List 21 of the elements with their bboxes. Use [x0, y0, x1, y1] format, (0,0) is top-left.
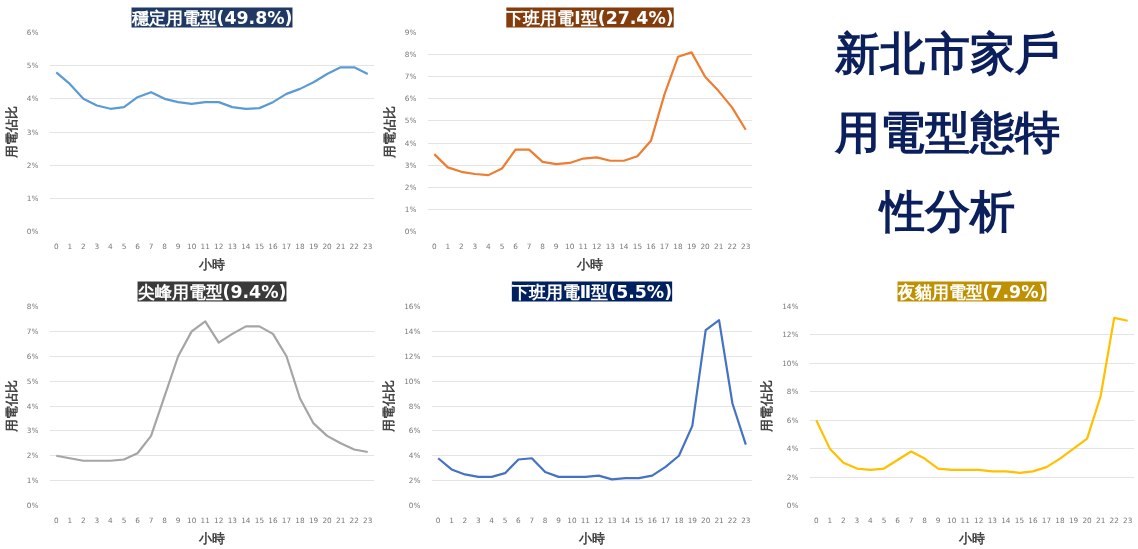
chart-title: 尖峰用電型(9.4%) — [136, 281, 287, 302]
y-axis-title: 用電佔比 — [3, 106, 19, 159]
line-series — [433, 51, 747, 177]
y-axis-title: 用電佔比 — [381, 106, 397, 159]
x-axis-title: 小時 — [578, 530, 605, 546]
y-axis-title: 用電佔比 — [759, 380, 775, 433]
x-axis-title: 小時 — [198, 530, 225, 546]
line-series — [437, 319, 747, 481]
text: 新北市家戶用電型態特性分析 — [834, 26, 1060, 238]
y-axis-title: 用電佔比 — [381, 380, 397, 433]
chart-title: 下班用電Ⅱ型(5.5%) — [510, 281, 673, 302]
chart-title: 夜貓用電型(7.9%) — [896, 281, 1047, 302]
x-axis-title: 小時 — [576, 256, 603, 272]
line-series — [55, 320, 369, 462]
y-axis-title: 用電佔比 — [3, 380, 19, 433]
chart-title: 下班用電Ⅰ型(27.4%) — [505, 7, 674, 28]
line-series — [815, 316, 1129, 474]
x-axis-title: 小時 — [198, 256, 225, 272]
line-series — [55, 66, 369, 110]
chart-title: 穩定用電型(49.8%) — [130, 7, 293, 28]
x-axis-title: 小時 — [958, 530, 985, 546]
